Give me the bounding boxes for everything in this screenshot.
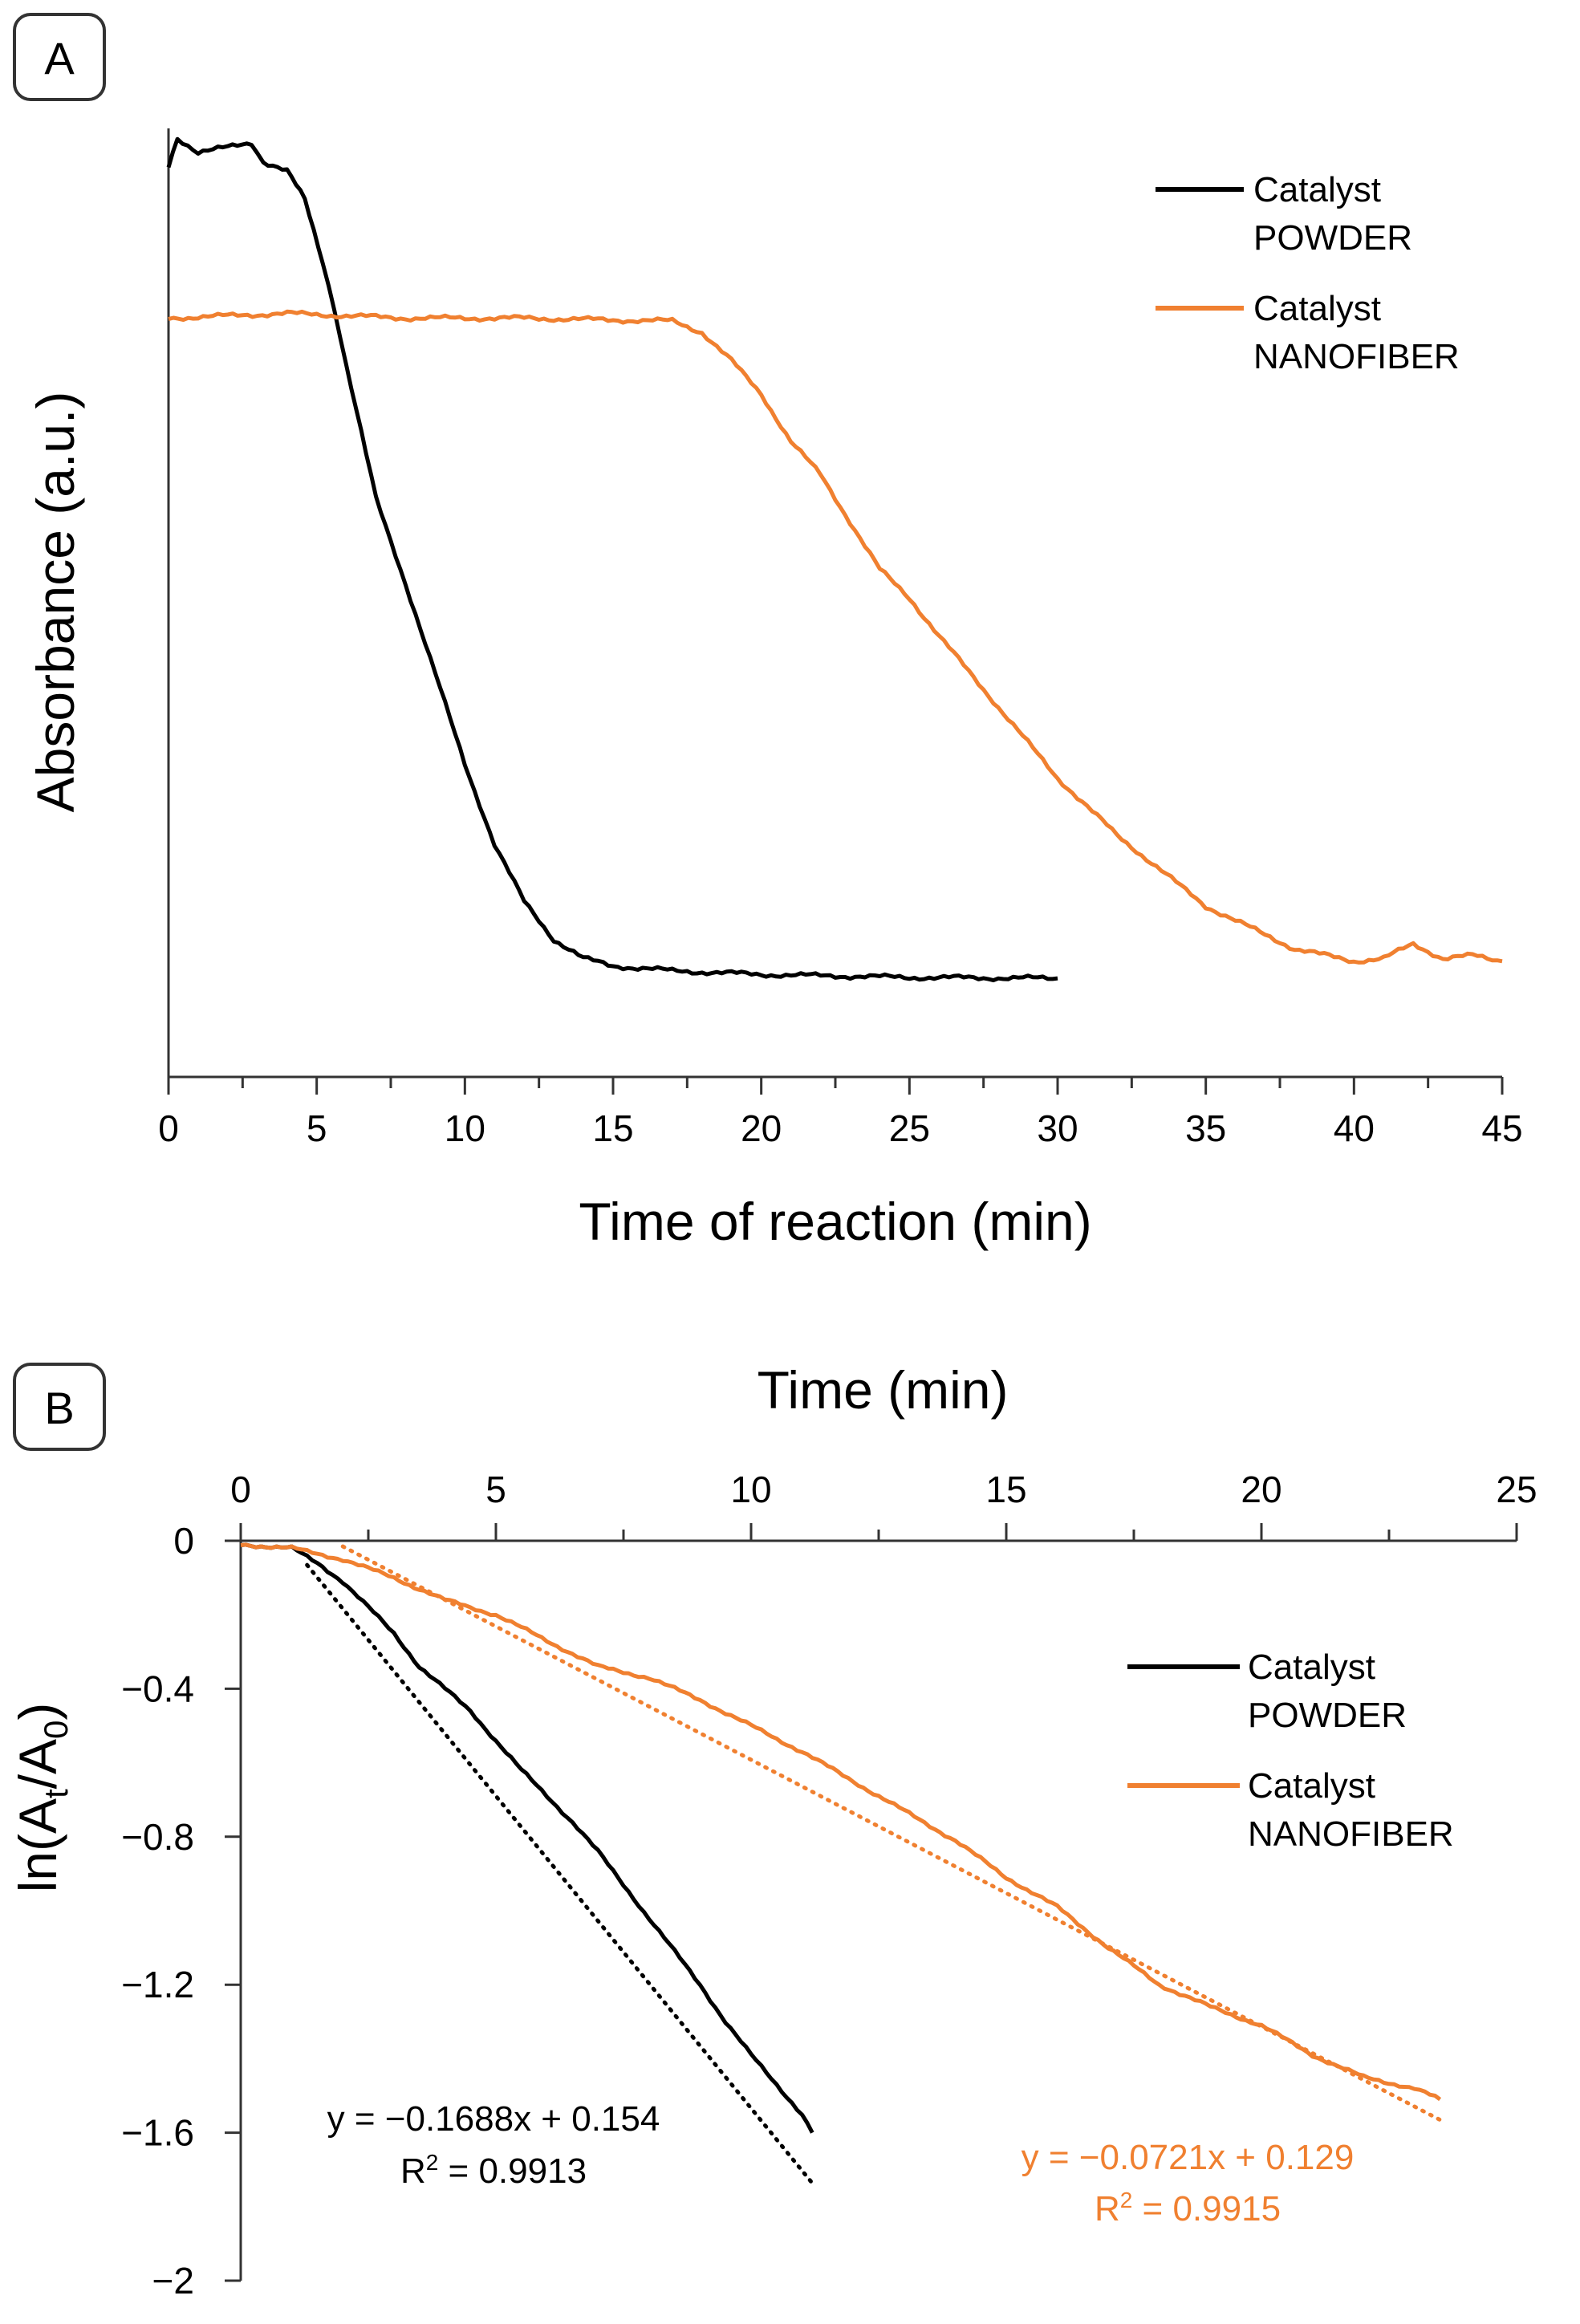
panel-a-y-axis-title: Absorbance (a.u.) [26, 392, 85, 813]
panel-b-y-title-mid: /A [8, 1739, 67, 1789]
panel-b-legend-label-powder-line1: Catalyst [1248, 1648, 1375, 1687]
panel-b-y-title-sub1: t [37, 1789, 75, 1798]
panel-a-legend-label-powder-line1: Catalyst [1253, 170, 1381, 209]
panel-b-nanofiber-r2-value: = 0.9915 [1132, 2189, 1281, 2229]
panel-b-y-tick-label: −0.4 [121, 1668, 194, 1709]
panel-b-x-tick-label: 15 [985, 1469, 1026, 1510]
panel-b-y-title-sub2: 0 [37, 1721, 75, 1739]
panel-a-x-axis-title: Time of reaction (min) [579, 1192, 1091, 1251]
panel-b-y-axis-title: ln(At/A0) [8, 1703, 75, 1893]
panel-b-powder-fit-annotation: y = −0.1688x + 0.154 R2 = 0.9913 [327, 2099, 660, 2191]
panel-a-x-tick-label: 40 [1334, 1107, 1375, 1149]
panel-b-x-tick-label: 20 [1241, 1469, 1281, 1510]
panel-a-x-tick-label: 5 [307, 1107, 327, 1149]
panel-b-powder-fit-line [305, 1562, 814, 2186]
panel-b-y-tick-labels: 0 −0.4 −0.8 −1.2 −1.6 −2 [121, 1520, 194, 2302]
panel-b-x-tick-label: 25 [1496, 1469, 1537, 1510]
panel-b-y-tick-label: −2 [152, 2260, 194, 2302]
panel-b-legend-label-nanofiber-line1: Catalyst [1248, 1766, 1375, 1806]
panel-a: A 0 5 10 15 20 25 30 35 40 45 Time of reaction (m… [13, 13, 1523, 1251]
panel-b-nanofiber-r2-exp: 2 [1120, 2188, 1133, 2212]
panel-b-nanofiber-fit-equation: y = −0.0721x + 0.129 [1022, 2138, 1355, 2177]
panel-a-x-ticks [167, 1077, 1504, 1095]
panel-a-legend-label-nanofiber-line1: Catalyst [1253, 289, 1381, 328]
panel-a-legend-label-nanofiber-line2: NANOFIBER [1253, 337, 1460, 376]
panel-a-x-tick-label: 25 [889, 1107, 930, 1149]
panel-b-powder-r2-prefix: R [400, 2151, 426, 2191]
panel-b-x-tick-label: 5 [485, 1469, 506, 1510]
panel-b-x-tick-label: 0 [230, 1469, 251, 1510]
panel-b-y-tick-label: −0.8 [121, 1816, 194, 1858]
panel-b-nanofiber-fit-annotation: y = −0.0721x + 0.129 R2 = 0.9915 [1022, 2138, 1355, 2229]
panel-b-x-tick-labels: 0 5 10 15 20 25 [230, 1469, 1537, 1510]
panel-b-y-title-end: ) [8, 1703, 67, 1721]
panel-b-x-axis-title: Time (min) [758, 1360, 1009, 1420]
panel-b-label-box [13, 1363, 106, 1451]
panel-a-x-tick-label: 20 [741, 1107, 782, 1149]
panel-b-powder-fit-r2: R2 = 0.9913 [400, 2150, 587, 2191]
panel-b-y-tick-label: −1.2 [121, 1964, 194, 2005]
panel-b-powder-fit-equation: y = −0.1688x + 0.154 [327, 2099, 660, 2139]
panel-b-label: B [44, 1383, 74, 1433]
panel-b-y-tick-label: −1.6 [121, 2112, 194, 2154]
panel-a-x-tick-label: 15 [592, 1107, 633, 1149]
panel-a-x-tick-label: 35 [1185, 1107, 1226, 1149]
panel-b: B Time (min) 0 5 10 15 20 25 0−0.4−0.8−1.2−1.… [8, 1360, 1537, 2302]
panel-b-legend-label-nanofiber-line2: NANOFIBER [1248, 1814, 1454, 1854]
panel-b-x-tick-label: 10 [730, 1469, 771, 1510]
panel-a-x-tick-label: 45 [1481, 1107, 1522, 1149]
panel-a-series-powder-line [166, 136, 1058, 983]
panel-a-series-nanofiber-line [168, 309, 1503, 965]
panel-b-y-title-main: ln(A [8, 1798, 67, 1892]
panel-b-series-nanofiber-line [240, 1542, 1442, 2102]
panel-a-legend-label-powder-line2: POWDER [1253, 218, 1412, 258]
panel-a-legend: Catalyst POWDER Catalyst NANOFIBER [1156, 170, 1460, 376]
panel-a-x-tick-label: 30 [1037, 1107, 1078, 1149]
panel-b-series-powder-line [240, 1542, 814, 2134]
panel-b-powder-r2-exp: 2 [426, 2150, 439, 2175]
panel-b-y-ticks [225, 1539, 241, 2282]
panel-a-label: A [44, 33, 75, 83]
panel-a-label-box [13, 13, 106, 101]
panel-b-legend: Catalyst POWDER Catalyst NANOFIBER [1127, 1648, 1454, 1854]
panel-b-powder-r2-value: = 0.9913 [438, 2151, 587, 2191]
panel-b-x-ticks [239, 1523, 1518, 1541]
panel-a-x-tick-label: 10 [445, 1107, 485, 1149]
panel-b-y-tick-label: 0 [173, 1520, 194, 1562]
panel-b-nanofiber-r2-prefix: R [1095, 2189, 1120, 2229]
panel-a-x-tick-labels: 0 5 10 15 20 25 30 35 40 45 [158, 1107, 1522, 1149]
panel-b-nanofiber-fit-r2: R2 = 0.9915 [1095, 2188, 1281, 2229]
panel-b-legend-label-powder-line2: POWDER [1248, 1696, 1407, 1735]
panel-a-x-tick-label: 0 [158, 1107, 179, 1149]
